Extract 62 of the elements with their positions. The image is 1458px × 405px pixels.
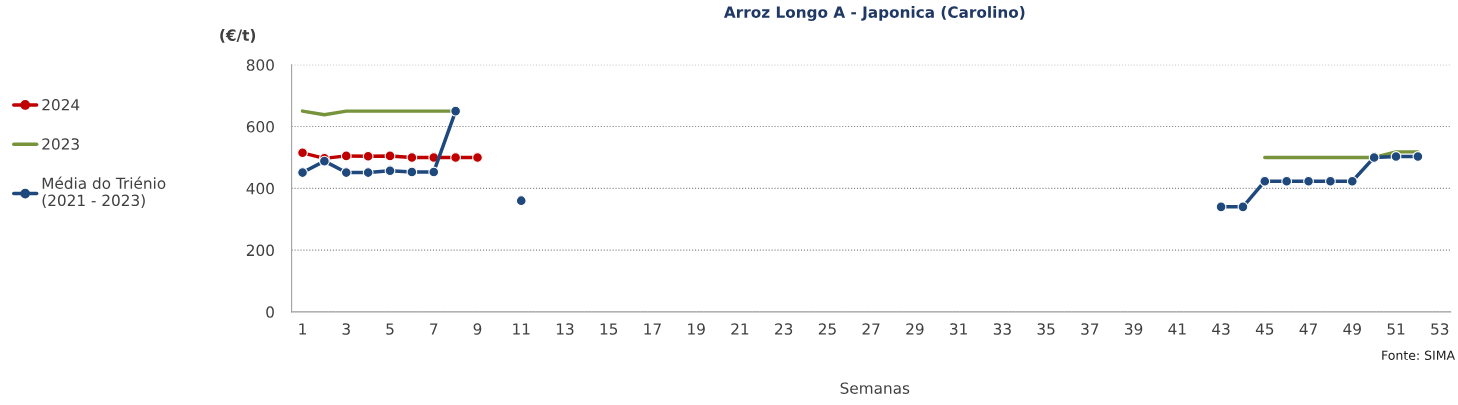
x-tick-label: 33 [993, 323, 1011, 335]
x-tick-label: 49 [1343, 323, 1361, 335]
x-tick-label: 1 [299, 323, 306, 335]
x-tick-label: 17 [644, 323, 661, 335]
x-tick-label: 39 [1125, 323, 1143, 335]
point [1368, 152, 1380, 163]
x-tick-label: 25 [818, 323, 836, 335]
x-tick-label: 47 [1299, 323, 1317, 335]
point [406, 152, 418, 163]
y-tick-label: 800 [246, 59, 274, 71]
x-axis-title: Semanas [840, 382, 910, 394]
point [450, 152, 462, 163]
point [384, 165, 396, 177]
point [1215, 201, 1227, 213]
point [472, 152, 483, 163]
legend-label: 2024 [42, 98, 80, 111]
x-tick-label: 19 [688, 323, 705, 335]
x-tick-label: 5 [386, 323, 394, 335]
x-tick-label: 45 [1255, 323, 1274, 335]
point [340, 167, 352, 178]
point [406, 166, 418, 178]
legend-label: 2023 [42, 138, 79, 150]
point [1259, 175, 1271, 187]
x-tick-label: 23 [775, 323, 793, 335]
x-tick-label: 53 [1431, 323, 1449, 335]
y-tick-label: 400 [246, 182, 274, 195]
y-axis-title: (€/t) [220, 29, 256, 43]
point [1346, 175, 1358, 187]
point [1390, 151, 1402, 162]
x-tick-label: 41 [1168, 323, 1186, 335]
point [297, 167, 308, 178]
point [362, 150, 374, 162]
x-tick-label: 35 [1037, 323, 1055, 335]
x-tick-label: 27 [862, 323, 880, 335]
x-tick-label: 9 [473, 323, 482, 335]
x-tick-label: 15 [600, 323, 618, 335]
x-tick-label: 11 [513, 323, 530, 335]
x-tick-label: 31 [950, 323, 967, 335]
point [428, 166, 440, 178]
y-tick-label: 0 [266, 306, 274, 318]
x-tick-label: 7 [430, 323, 438, 335]
x-tick-label: 37 [1081, 323, 1099, 335]
point [384, 150, 396, 162]
y-tick-label: 200 [246, 244, 274, 257]
y-tick-label: 600 [246, 121, 274, 133]
x-tick-label: 21 [731, 323, 749, 335]
point [340, 150, 352, 162]
point [362, 167, 374, 178]
point [1412, 151, 1424, 162]
chart-title: Arroz Longo A - Japonica (Carolino) [723, 6, 1025, 21]
point [1325, 175, 1336, 187]
x-tick-label: 43 [1212, 323, 1230, 335]
point [1303, 175, 1314, 187]
x-tick-label: 29 [906, 323, 924, 335]
point [450, 105, 462, 117]
point [1237, 201, 1249, 213]
legend-label: Média do Triénio (2021 - 2023) [42, 176, 166, 208]
x-tick-label: 13 [556, 323, 574, 335]
point [1281, 175, 1293, 187]
x-tick-label: 3 [342, 323, 350, 335]
source-note: Fonte: SIMA [1382, 350, 1455, 361]
x-tick-label: 51 [1387, 323, 1405, 335]
